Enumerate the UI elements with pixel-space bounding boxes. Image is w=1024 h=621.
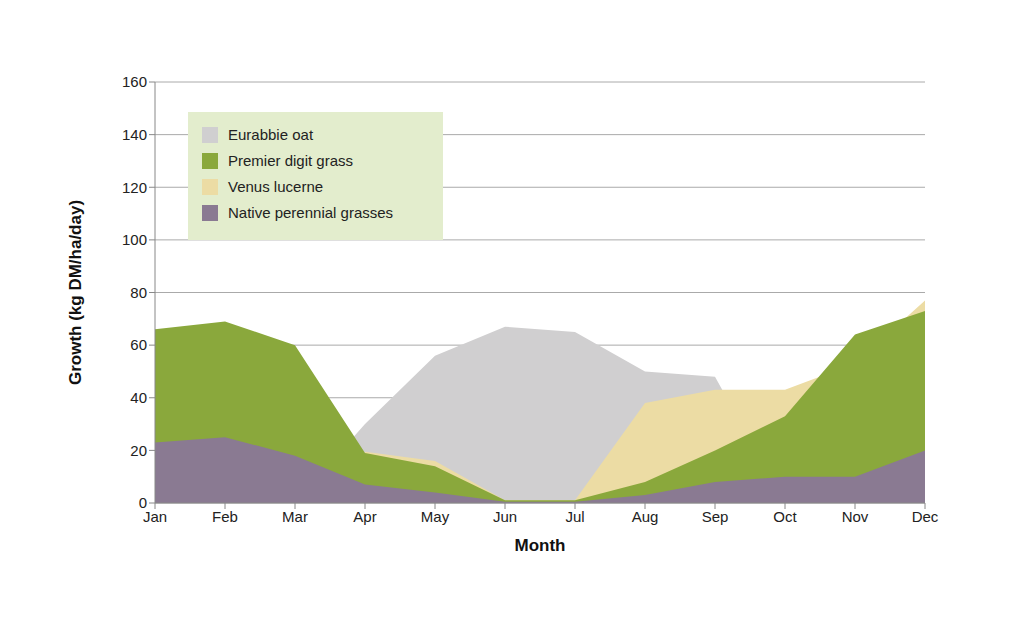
svg-text:20: 20: [130, 442, 147, 459]
svg-text:80: 80: [130, 284, 147, 301]
svg-text:Jun: Jun: [493, 508, 517, 525]
svg-text:Dec: Dec: [912, 508, 939, 525]
svg-text:120: 120: [122, 179, 147, 196]
svg-text:Feb: Feb: [212, 508, 238, 525]
svg-text:Jan: Jan: [142, 507, 168, 525]
svg-text:60: 60: [130, 336, 147, 353]
svg-text:Jul: Jul: [565, 508, 584, 525]
svg-text:100: 100: [122, 231, 147, 248]
svg-text:160: 160: [122, 73, 147, 90]
html-text:Native perennial grasses: Native perennial grasses: [228, 204, 394, 221]
svg-text:Apr: Apr: [353, 508, 376, 525]
svg-text:140: 140: [122, 126, 147, 143]
svg-text:Nov: Nov: [842, 508, 869, 525]
svg-text:Oct: Oct: [773, 508, 797, 525]
html-text:Premier digit grass: Premier digit grass: [228, 152, 353, 169]
svg-text:40: 40: [130, 389, 147, 406]
svg-text:0: 0: [139, 494, 147, 511]
svg-text:Sep: Sep: [702, 508, 729, 525]
html-text:Venus lucerne: Venus lucerne: [228, 178, 324, 195]
svg-text:Month: Month: [515, 536, 566, 555]
svg-text:May: May: [421, 508, 450, 525]
svg-text:Growth (kg DM/ha/day): Growth (kg DM/ha/day): [66, 200, 85, 385]
html-text:Eurabbie oat: Eurabbie oat: [228, 126, 314, 143]
svg-text:Mar: Mar: [282, 508, 308, 525]
svg-text:Aug: Aug: [632, 508, 659, 525]
